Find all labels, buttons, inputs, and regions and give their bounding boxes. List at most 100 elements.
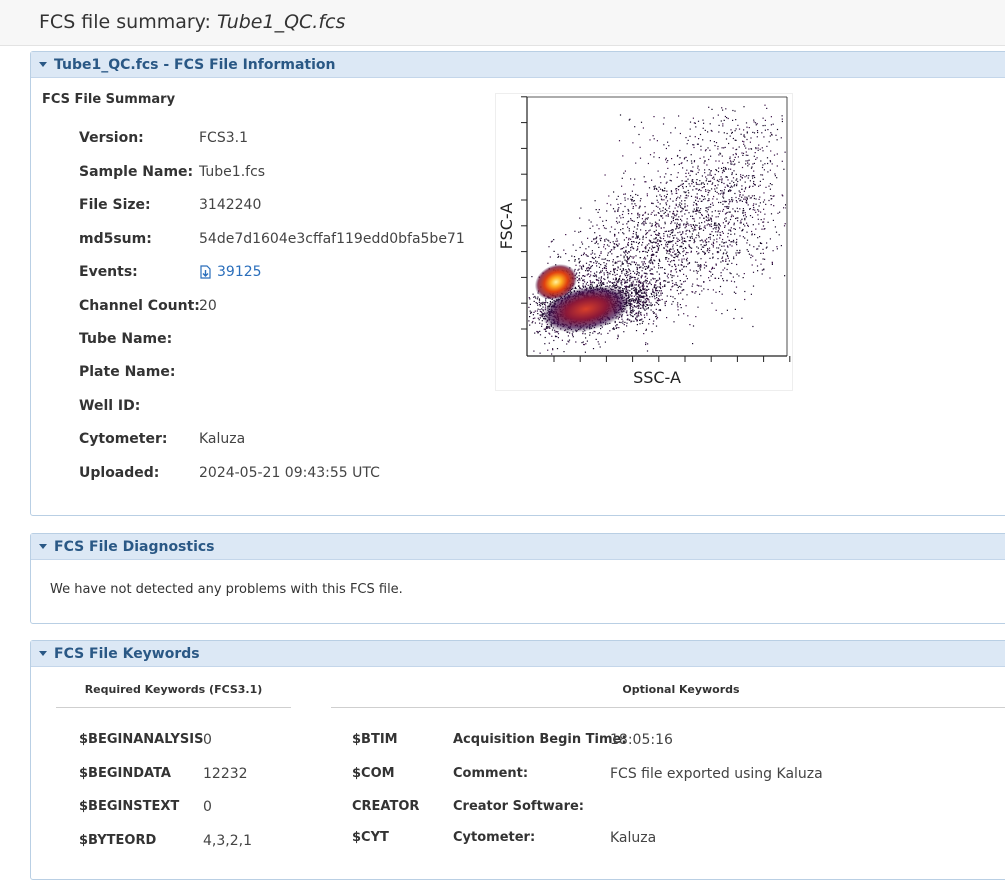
event-dot — [612, 259, 614, 261]
event-dot — [623, 172, 625, 174]
events-count[interactable]: 39125 — [217, 264, 262, 280]
event-dot — [650, 256, 653, 258]
event-dot — [642, 267, 644, 269]
event-dot — [742, 174, 744, 176]
event-dot — [619, 288, 621, 290]
optional-key: $CYT — [352, 830, 389, 845]
events-download-link[interactable]: 39125 — [199, 264, 262, 280]
event-dot — [636, 289, 638, 291]
event-dot — [632, 285, 634, 287]
event-dot — [695, 173, 697, 175]
event-dot — [742, 212, 744, 214]
event-dot — [582, 275, 584, 277]
caret-down-icon[interactable] — [39, 544, 47, 549]
event-dot — [574, 259, 576, 261]
event-dot — [557, 253, 559, 255]
event-dot — [651, 331, 653, 333]
event-dot — [646, 350, 649, 352]
event-dot — [635, 306, 637, 308]
event-dot — [769, 160, 771, 162]
event-dot — [626, 325, 628, 327]
event-dot — [638, 281, 640, 283]
event-dot — [718, 251, 720, 253]
event-dot — [725, 260, 727, 262]
event-dot — [617, 285, 619, 288]
event-dot — [646, 232, 649, 234]
event-dot — [693, 228, 695, 230]
event-dot — [734, 130, 736, 132]
event-dot — [651, 223, 653, 225]
download-icon[interactable] — [199, 265, 212, 279]
event-dot — [635, 294, 637, 296]
event-dot — [693, 224, 695, 226]
event-dot — [693, 146, 695, 149]
event-dot — [622, 279, 624, 281]
event-dot — [753, 203, 755, 205]
event-dot — [678, 163, 680, 165]
event-dot — [753, 121, 755, 123]
event-dot — [708, 198, 710, 200]
event-dot — [642, 250, 644, 253]
event-dot — [724, 167, 727, 169]
event-dot — [652, 290, 654, 292]
event-dot — [671, 276, 673, 279]
event-dot — [609, 241, 611, 244]
event-dot — [677, 172, 679, 174]
event-dot — [689, 174, 691, 177]
event-dot — [715, 263, 717, 265]
event-dot — [626, 277, 628, 279]
event-dot — [607, 277, 609, 279]
event-dot — [686, 209, 688, 211]
event-dot — [669, 251, 671, 253]
event-dot — [732, 276, 734, 278]
event-dot — [608, 245, 610, 247]
event-dot — [737, 252, 739, 254]
event-dot — [554, 329, 556, 331]
diagnostics-panel-title[interactable]: FCS File Diagnostics — [54, 538, 215, 555]
event-dot — [657, 300, 659, 302]
event-dot — [726, 254, 728, 257]
event-dot — [746, 239, 749, 241]
caret-down-icon[interactable] — [39, 651, 47, 656]
event-dot — [725, 220, 727, 222]
event-dot — [749, 208, 751, 210]
event-dot — [667, 167, 669, 169]
keywords-panel-header[interactable]: FCS File Keywords — [31, 641, 1005, 667]
event-dot — [679, 149, 681, 152]
event-dot — [689, 185, 691, 187]
event-dot — [638, 315, 640, 317]
event-dot — [673, 164, 675, 166]
event-dot — [784, 223, 786, 225]
event-dot — [626, 281, 628, 284]
event-dot — [666, 317, 668, 319]
event-dot — [623, 233, 625, 235]
event-dot — [637, 277, 639, 279]
caret-down-icon[interactable] — [39, 62, 47, 67]
event-dot — [683, 237, 686, 239]
event-dot — [583, 279, 585, 281]
density-cluster-secondary — [541, 285, 631, 333]
event-dot — [674, 222, 676, 224]
event-dot — [536, 302, 538, 305]
event-dot — [672, 219, 674, 222]
event-dot — [745, 151, 747, 153]
info-panel-header[interactable]: Tube1_QC.fcs - FCS File Information — [31, 52, 1005, 78]
event-dot — [627, 265, 629, 267]
event-dot — [624, 259, 626, 261]
event-dot — [677, 219, 679, 221]
diagnostics-panel-header[interactable]: FCS File Diagnostics — [31, 534, 1005, 560]
info-panel-title[interactable]: Tube1_QC.fcs - FCS File Information — [54, 56, 336, 73]
event-dot — [631, 303, 633, 305]
event-dot — [636, 228, 638, 230]
event-dot — [635, 262, 637, 264]
event-dot — [626, 310, 628, 312]
event-dot — [742, 152, 745, 154]
keywords-panel-title[interactable]: FCS File Keywords — [54, 645, 200, 662]
event-dot — [674, 214, 676, 216]
event-dot — [680, 307, 682, 309]
event-dot — [639, 296, 641, 298]
event-dot — [670, 230, 672, 232]
event-dot — [743, 223, 745, 225]
event-dot — [684, 200, 686, 202]
event-dot — [749, 180, 751, 182]
